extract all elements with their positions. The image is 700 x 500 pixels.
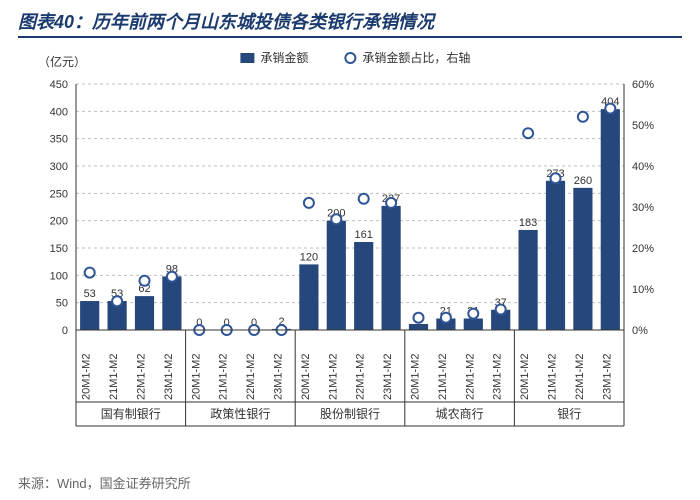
ratio-marker [140,276,150,286]
svg-text:50: 50 [56,298,68,310]
x-sub-label: 20M1-M2 [410,354,422,400]
group-label: 城农商行 [436,406,484,421]
svg-text:150: 150 [50,243,68,255]
ratio-marker [441,313,451,323]
ratio-marker [304,198,314,208]
svg-text:60%: 60% [632,79,654,91]
svg-text:300: 300 [50,161,68,173]
ratio-marker [359,194,369,204]
x-sub-label: 20M1-M2 [81,354,93,400]
ratio-marker [167,272,177,282]
source-line: 来源：Wind，国金证券研究所 [18,473,191,492]
svg-text:350: 350 [50,134,68,146]
x-sub-label: 21M1-M2 [108,354,120,400]
x-sub-label: 22M1-M2 [464,354,476,400]
x-sub-label: 22M1-M2 [136,354,148,400]
svg-text:400: 400 [50,106,68,118]
bar [162,276,181,330]
ratio-marker [331,214,341,224]
ratio-marker [414,313,424,323]
x-sub-label: 23M1-M2 [273,354,285,400]
bar [546,181,565,330]
y-unit-label: （亿元） [38,54,86,69]
bar-value-label: 120 [300,251,318,263]
bar [382,206,401,330]
x-sub-label: 23M1-M2 [601,354,613,400]
x-sub-label: 21M1-M2 [437,354,449,400]
svg-text:100: 100 [50,270,68,282]
x-sub-label: 20M1-M2 [300,354,312,400]
x-sub-label: 22M1-M2 [574,354,586,400]
group-label: 国有制银行 [101,407,161,421]
title-rule [18,36,682,38]
svg-text:0%: 0% [632,325,648,337]
x-sub-label: 21M1-M2 [218,354,230,400]
legend-scatter-label: 承销金额占比，右轴 [362,50,470,65]
legend-bar-swatch [240,53,254,63]
ratio-marker [551,173,561,183]
bar-value-label: 183 [519,217,537,229]
svg-text:40%: 40% [632,161,654,173]
ratio-marker [386,198,396,208]
bar [327,221,346,330]
bar-value-label: 260 [574,175,592,187]
bar [519,230,538,330]
svg-text:30%: 30% [632,202,654,214]
bar [601,109,620,330]
ratio-marker [523,128,533,138]
svg-text:250: 250 [50,188,68,200]
bar [80,301,99,330]
x-sub-label: 23M1-M2 [492,354,504,400]
ratio-marker [605,104,615,114]
bar [464,319,483,330]
x-sub-label: 20M1-M2 [519,354,531,400]
bar-value-label: 161 [355,229,373,241]
ratio-marker [496,305,506,315]
ratio-marker [578,112,588,122]
ratio-marker [112,296,122,306]
x-sub-label: 20M1-M2 [190,354,202,400]
x-sub-label: 21M1-M2 [327,354,339,400]
x-sub-label: 22M1-M2 [355,354,367,400]
bar [573,188,592,330]
chart-area: 0 50 100 150 200 250 300 350 400 450 0% 10% 20% 30% 40… [18,42,682,460]
x-sub-label: 23M1-M2 [382,354,394,400]
bar [354,242,373,330]
bar-value-label: 53 [84,288,96,300]
svg-text:20%: 20% [632,243,654,255]
bar [135,296,154,330]
legend-bar-label: 承销金额 [260,50,308,65]
ratio-marker [85,268,95,278]
x-sub-label: 21M1-M2 [547,354,559,400]
group-label: 政策性银行 [210,407,270,421]
svg-text:10%: 10% [632,284,654,296]
svg-text:50%: 50% [632,120,654,132]
legend-scatter-swatch [345,53,355,63]
ratio-marker [468,309,478,319]
bar [409,324,428,330]
group-label: 股份制银行 [320,407,380,421]
chart-title: 图表40：历年前两个月山东城投债各类银行承销情况 [18,8,434,34]
bar [299,264,318,330]
group-label: 银行 [557,407,581,421]
svg-text:200: 200 [50,216,68,228]
svg-text:0: 0 [62,325,68,337]
svg-text:450: 450 [50,79,68,91]
x-sub-label: 23M1-M2 [163,354,175,400]
x-sub-label: 22M1-M2 [245,354,257,400]
